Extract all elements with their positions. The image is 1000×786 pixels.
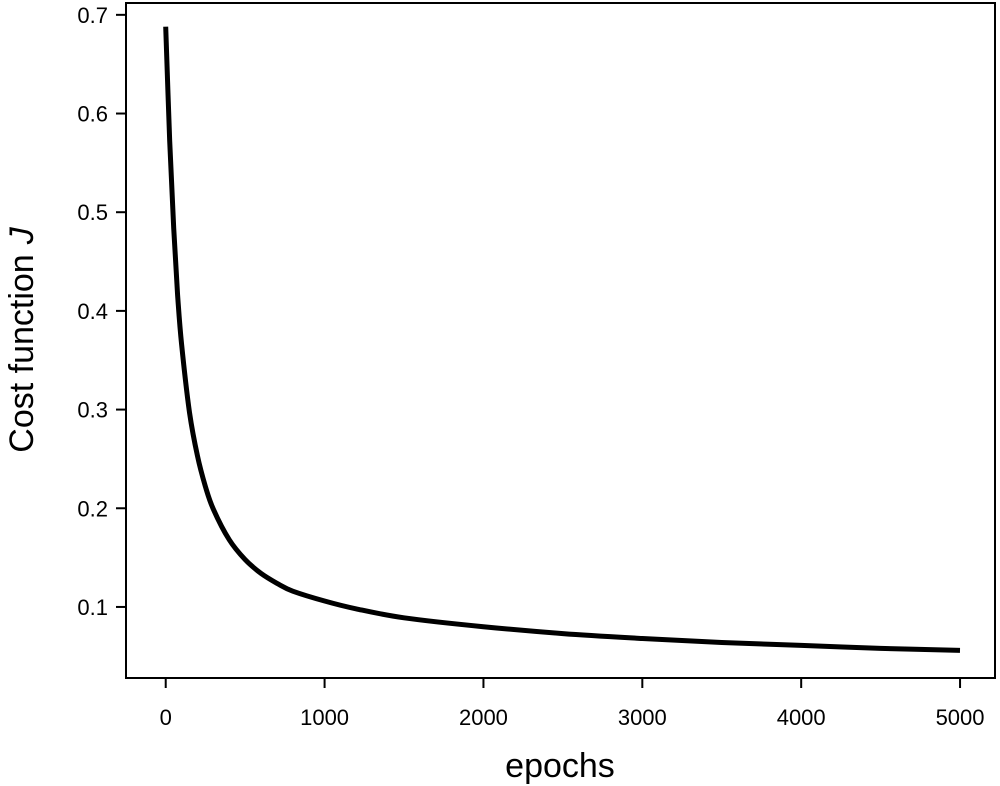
y-axis-label-symbol: J xyxy=(3,226,41,245)
y-tick-label: 0.5 xyxy=(77,200,108,225)
y-tick-label: 0.7 xyxy=(77,3,108,28)
x-tick-label: 2000 xyxy=(459,705,508,730)
x-axis-label: epochs xyxy=(505,747,615,785)
y-tick-label: 0.2 xyxy=(77,496,108,521)
y-axis-label: Cost function J xyxy=(3,226,41,452)
x-tick-label: 3000 xyxy=(618,705,667,730)
y-tick-label: 0.4 xyxy=(77,299,108,324)
y-tick-label: 0.6 xyxy=(77,102,108,127)
x-tick-label: 1000 xyxy=(300,705,349,730)
plot-frame xyxy=(125,2,996,679)
y-tick-label: 0.1 xyxy=(77,595,108,620)
y-axis-label-text: Cost function xyxy=(3,254,41,452)
x-tick-label: 0 xyxy=(160,705,172,730)
x-tick-label: 5000 xyxy=(936,705,985,730)
cost-curve-line xyxy=(163,26,961,653)
y-tick-label: 0.3 xyxy=(77,398,108,423)
axis-ticks: 0 1000 2000 3000 4000 5000 0.1 0.2 0.3 0.4 0.5 0.6 0… xyxy=(77,3,984,730)
x-tick-label: 4000 xyxy=(777,705,826,730)
